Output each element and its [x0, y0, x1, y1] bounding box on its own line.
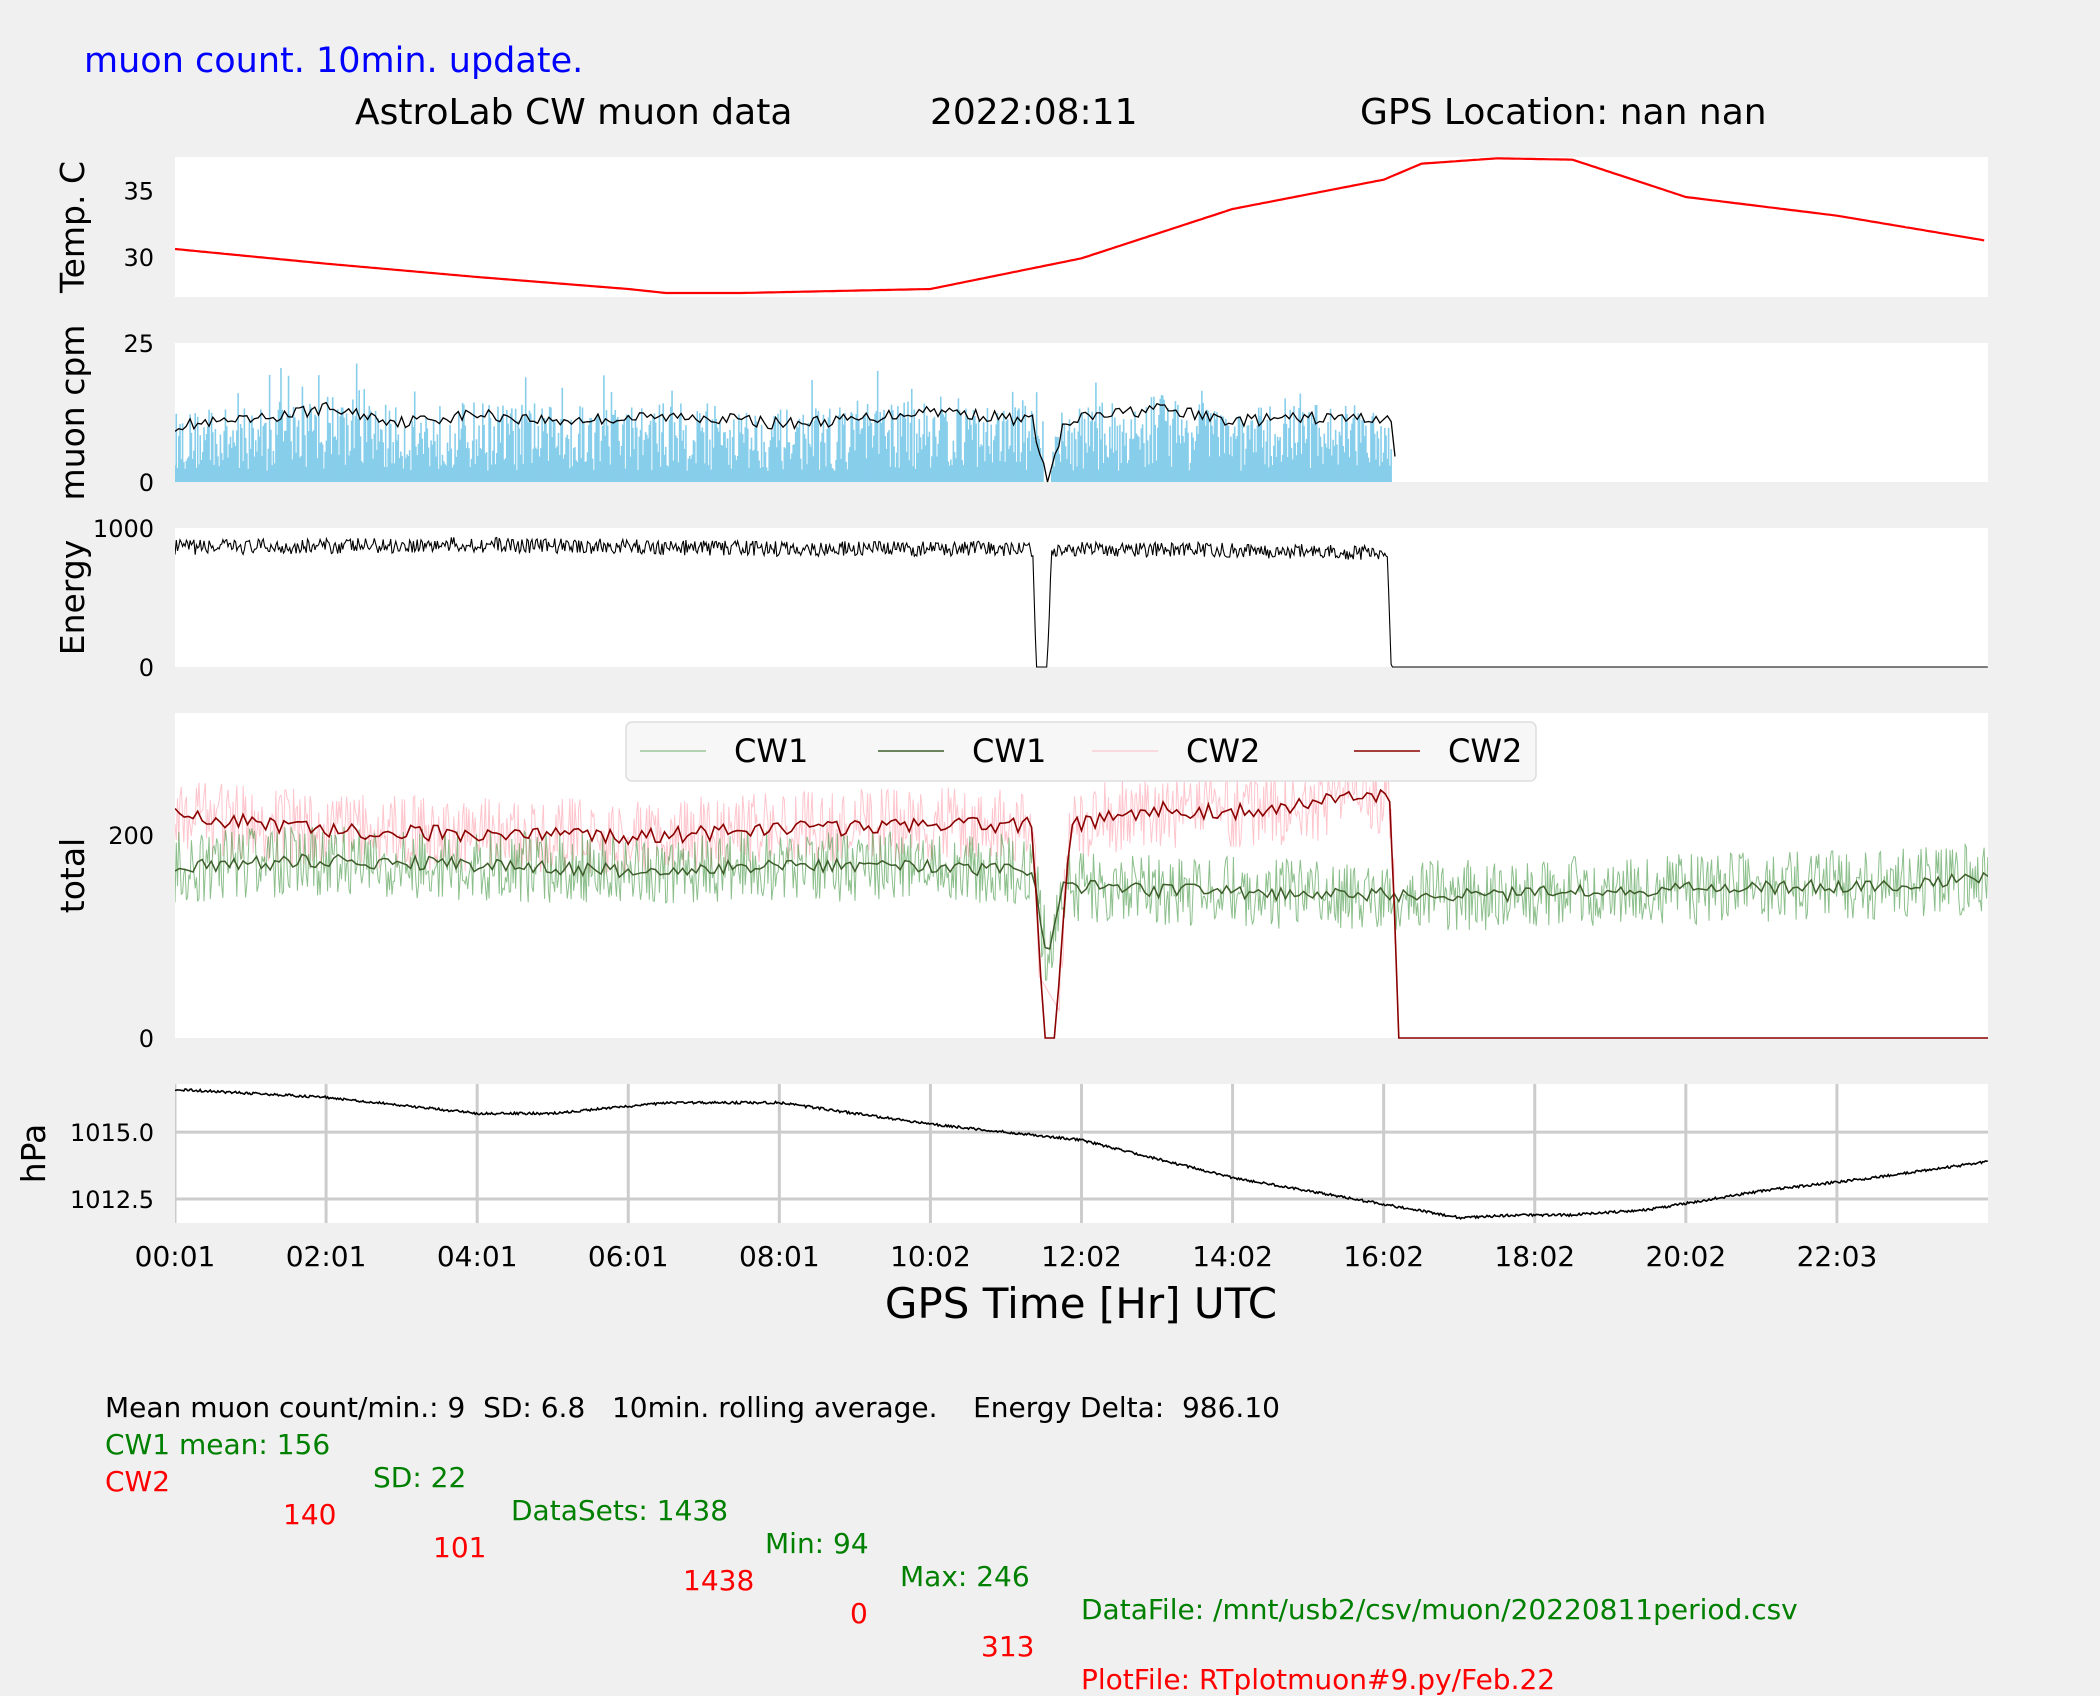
temperature-line: [175, 157, 1985, 295]
cw2-datasets: 1438: [683, 1564, 755, 1597]
y-tick-label: 0: [139, 654, 154, 682]
legend-label: CW2: [1448, 732, 1522, 770]
x-tick-label: 14:02: [1192, 1240, 1273, 1273]
stats-summary: Mean muon count/min.: 9 SD: 6.8 10min. r…: [105, 1391, 1280, 1424]
legend-label: CW1: [734, 732, 808, 770]
x-tick-label: 04:01: [437, 1240, 518, 1273]
cw2-sd: 101: [433, 1531, 487, 1564]
y-tick-label: 30: [123, 244, 154, 272]
legend-label: CW2: [1186, 732, 1260, 770]
x-tick-label: 10:02: [890, 1240, 971, 1273]
x-tick-label: 22:03: [1797, 1240, 1878, 1273]
cw2-plotfile: PlotFile: RTplotmuon#9.py/Feb.22: [1081, 1663, 1556, 1696]
y-tick-label: 1015.0: [70, 1119, 154, 1147]
x-tick-label: 18:02: [1494, 1240, 1575, 1273]
y-tick-label: 1000: [93, 515, 154, 543]
stats-line-cw2: CW2 140 101 1438 0 313 PlotFile: RTplotm…: [105, 1432, 1555, 1696]
y-axis-label: Energy: [53, 540, 92, 656]
panel-background: [175, 157, 1988, 297]
cw1-datasets: DataSets: 1438: [511, 1494, 729, 1527]
cw1-min: Min: 94: [765, 1527, 869, 1560]
stats-line-1: Mean muon count/min.: 9 SD: 6.8 10min. r…: [105, 1358, 1280, 1424]
y-tick-label: 0: [139, 1025, 154, 1053]
panel-total: 0 200 total CW1 CW1 CW2 CW2: [53, 713, 1988, 1053]
x-tick-label: 06:01: [588, 1240, 669, 1273]
muon-figure: muon count. 10min. update. AstroLab CW m…: [14, 41, 1988, 1328]
y-axis-label: muon cpm: [53, 325, 92, 501]
y-axis-label: Temp. C: [53, 161, 92, 294]
muon-rolling-average: [175, 401, 1396, 483]
cw2-average-line: [175, 788, 1988, 1039]
x-axis-ticks: 00:01 02:01 04:01 06:01 08:01 10:02 12:02 14:02…: [135, 1240, 1878, 1273]
title-date: 2022:08:11: [930, 92, 1138, 133]
x-tick-label: 16:02: [1343, 1240, 1424, 1273]
legend: CW1 CW1 CW2 CW2: [625, 721, 1537, 782]
cw1-datafile: DataFile: /mnt/usb2/csv/muon/20220811per…: [1081, 1593, 1798, 1626]
y-axis-label: total: [53, 838, 92, 913]
x-tick-label: 12:02: [1041, 1240, 1122, 1273]
cw1-max: Max: 246: [900, 1560, 1030, 1593]
panel-muon-cpm: 0 25 muon cpm: [53, 325, 1988, 501]
y-tick-label: 25: [123, 330, 154, 358]
x-axis-label: GPS Time [Hr] UTC: [885, 1279, 1277, 1328]
x-tick-label: 00:01: [135, 1240, 216, 1273]
y-tick-label: 1012.5: [70, 1186, 154, 1214]
panel-hpa: 1012.5 1015.0 hPa: [14, 1084, 1988, 1223]
cw2-label: CW2: [105, 1465, 171, 1498]
x-tick-label: 20:02: [1645, 1240, 1726, 1273]
cw2-max: 313: [981, 1630, 1035, 1663]
y-tick-label: 200: [108, 822, 154, 850]
cw1-average-line: [175, 853, 1988, 950]
update-note: muon count. 10min. update.: [84, 41, 583, 81]
cw1-raw-line: [175, 826, 1988, 981]
y-axis-label: hPa: [14, 1124, 53, 1184]
cw2-min: 0: [850, 1597, 868, 1630]
cw1-sd: SD: 22: [373, 1461, 467, 1494]
energy-line: [175, 536, 1988, 668]
muon-bars: [175, 363, 1392, 482]
legend-box: [625, 721, 1537, 782]
cw2-mean: 140: [283, 1498, 337, 1531]
y-tick-label: 35: [123, 177, 154, 205]
x-tick-label: 08:01: [739, 1240, 820, 1273]
panel-background: [175, 528, 1988, 667]
panel-temp-c: 30 35 Temp. C: [53, 157, 1988, 297]
cw1-mean: CW1 mean: 156: [105, 1428, 331, 1461]
title-left: AstroLab CW muon data: [355, 92, 792, 133]
title-gps: GPS Location: nan nan: [1360, 92, 1767, 133]
x-tick-label: 02:01: [286, 1240, 367, 1273]
pressure-line: [175, 1087, 1988, 1220]
legend-label: CW1: [972, 732, 1046, 770]
y-tick-label: 0: [139, 469, 154, 497]
